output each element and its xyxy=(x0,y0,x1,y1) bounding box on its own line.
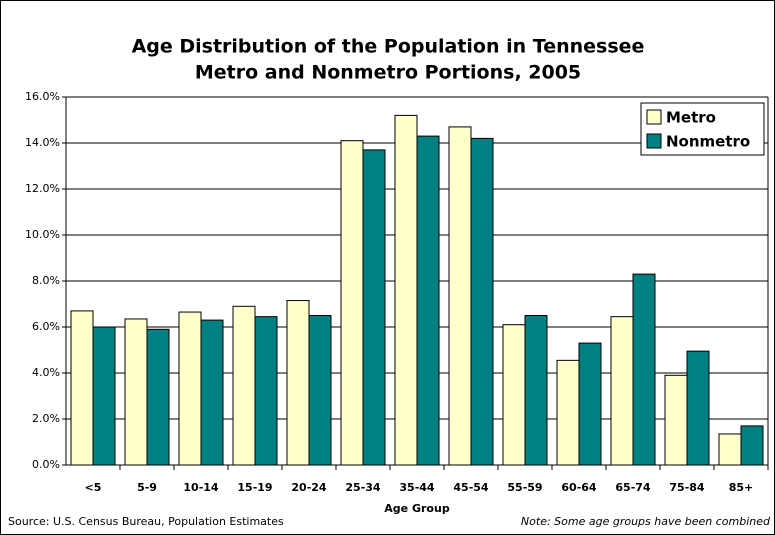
source: Source: U.S. Census Bureau, Population E… xyxy=(8,515,284,528)
x-tick-label: 45-54 xyxy=(453,481,489,494)
bar xyxy=(578,342,602,466)
bar xyxy=(470,137,494,466)
bar xyxy=(178,311,202,466)
x-tick-label: 65-74 xyxy=(615,481,651,494)
y-tick-label: 16.0% xyxy=(25,90,60,103)
bar xyxy=(362,149,386,466)
x-tick-label: 75-84 xyxy=(669,481,705,494)
y-tick-label: 6.0% xyxy=(32,320,60,333)
x-tick-label: 15-19 xyxy=(237,481,272,494)
bar xyxy=(556,359,580,466)
bar xyxy=(448,126,472,466)
bar xyxy=(340,140,364,466)
bar xyxy=(254,316,278,466)
x-tick-label: 10-14 xyxy=(183,481,219,494)
bar xyxy=(200,319,224,466)
bar xyxy=(686,350,710,466)
y-tick-label: 8.0% xyxy=(32,274,60,287)
x-tick-label: 85+ xyxy=(729,481,754,494)
chart-title: Age Distribution of the Population in Te… xyxy=(132,36,645,58)
bar xyxy=(718,433,742,466)
x-axis-label: Age Group xyxy=(384,502,450,515)
y-tick-label: 12.0% xyxy=(25,182,60,195)
x-tick-label: 35-44 xyxy=(399,481,435,494)
bar xyxy=(502,324,526,466)
bar xyxy=(632,273,656,466)
chart-title: Metro and Nonmetro Portions, 2005 xyxy=(195,62,581,84)
x-tick-label: 60-64 xyxy=(561,481,597,494)
bar xyxy=(394,114,418,466)
y-tick-label: 14.0% xyxy=(25,136,60,149)
bar xyxy=(308,315,332,466)
bar xyxy=(664,374,688,466)
y-tick-label: 2.0% xyxy=(32,412,60,425)
bar xyxy=(92,326,116,466)
legend-swatch xyxy=(646,109,662,125)
bar xyxy=(286,300,310,466)
bar xyxy=(70,310,94,466)
x-tick-label: 5-9 xyxy=(137,481,157,494)
y-tick-label: 0.0% xyxy=(32,458,60,471)
bar xyxy=(740,425,764,466)
x-tick-label: 25-34 xyxy=(345,481,381,494)
bar xyxy=(124,318,148,466)
legend-label: Metro xyxy=(666,109,716,127)
bar xyxy=(610,316,634,466)
legend-swatch xyxy=(646,133,662,149)
x-tick-label: 55-59 xyxy=(507,481,542,494)
bar xyxy=(146,328,170,466)
legend-label: Nonmetro xyxy=(666,133,750,151)
bar xyxy=(232,305,256,466)
y-tick-label: 4.0% xyxy=(32,366,60,379)
x-tick-label: 20-24 xyxy=(291,481,327,494)
y-tick-label: 10.0% xyxy=(25,228,60,241)
x-tick-label: <5 xyxy=(85,481,102,494)
bar xyxy=(416,135,440,466)
bar xyxy=(524,315,548,466)
note: Note: Some age groups have been combined xyxy=(521,515,771,528)
